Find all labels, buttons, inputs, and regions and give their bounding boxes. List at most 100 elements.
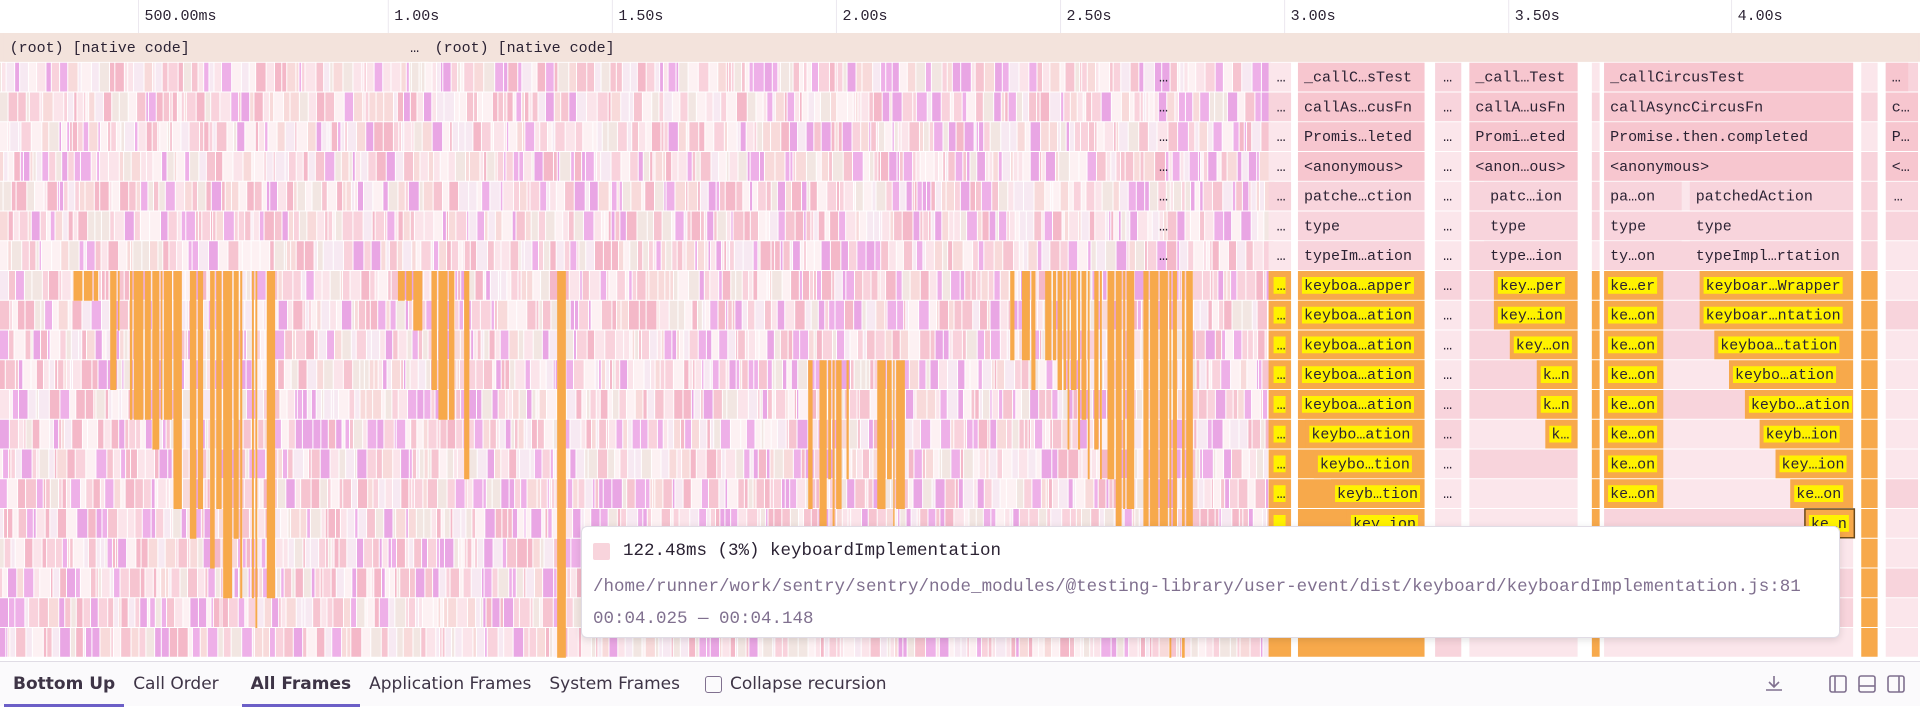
frame xyxy=(1191,628,1198,657)
frame xyxy=(485,628,487,657)
frame xyxy=(99,271,101,300)
filter-tab[interactable]: All Frames xyxy=(241,662,361,707)
frame xyxy=(1224,300,1232,330)
frame xyxy=(992,181,999,211)
frame xyxy=(1214,211,1224,241)
frame xyxy=(730,241,734,270)
frame xyxy=(102,509,108,538)
frame xyxy=(1121,92,1129,122)
frame xyxy=(675,479,683,508)
checkbox-label[interactable]: Collapse recursion xyxy=(729,674,887,694)
frame xyxy=(165,181,175,211)
layout-right-icon[interactable] xyxy=(1887,675,1905,693)
frame xyxy=(923,211,929,241)
frame xyxy=(283,92,290,122)
frame xyxy=(617,181,619,211)
frame xyxy=(988,419,990,449)
frame xyxy=(457,360,460,389)
filter-tab[interactable]: Application Frames xyxy=(369,673,532,694)
export-icon[interactable] xyxy=(1766,676,1782,691)
frame xyxy=(306,271,314,300)
frame xyxy=(753,241,758,270)
frame xyxy=(520,181,527,211)
frame xyxy=(1129,241,1135,270)
frame xyxy=(177,241,183,270)
frame xyxy=(324,62,330,92)
frame xyxy=(119,92,128,122)
frame xyxy=(976,122,979,151)
frame xyxy=(285,122,295,151)
layout-bottom-icon[interactable] xyxy=(1858,675,1876,693)
frame xyxy=(325,509,328,538)
frame xyxy=(1012,330,1019,360)
frame xyxy=(970,628,977,657)
frame xyxy=(677,330,680,360)
frame xyxy=(36,509,45,538)
frame xyxy=(710,271,719,300)
frame xyxy=(756,479,764,508)
frame xyxy=(913,241,916,270)
frame-label: ke…on xyxy=(1610,456,1655,473)
frame xyxy=(194,360,201,389)
frame xyxy=(218,628,223,657)
frame xyxy=(1861,509,1878,538)
checkbox[interactable] xyxy=(704,675,722,693)
frame xyxy=(597,152,601,181)
frame xyxy=(772,62,778,92)
frame xyxy=(51,62,60,92)
frame xyxy=(977,628,981,657)
frame xyxy=(914,449,922,479)
frame xyxy=(868,509,877,538)
frame xyxy=(680,330,684,360)
frame xyxy=(309,300,311,330)
frame xyxy=(758,181,766,211)
frame xyxy=(1079,152,1087,181)
layout-left-icon[interactable] xyxy=(1829,675,1847,693)
frame xyxy=(432,122,443,151)
frame xyxy=(396,419,406,449)
frame xyxy=(1023,241,1028,270)
frame xyxy=(570,419,581,449)
frame xyxy=(685,419,692,449)
frame xyxy=(1083,92,1086,122)
frame xyxy=(1197,419,1207,449)
frame xyxy=(574,360,584,389)
frame xyxy=(151,509,156,538)
frame xyxy=(324,360,333,389)
frame xyxy=(489,330,495,360)
frame xyxy=(814,122,821,151)
frame xyxy=(60,62,68,92)
frame xyxy=(1263,271,1266,300)
frame xyxy=(1263,449,1268,479)
frame xyxy=(437,92,444,122)
frame xyxy=(608,92,611,122)
frame xyxy=(249,62,256,92)
frame xyxy=(1240,360,1247,389)
label-highlight xyxy=(1748,396,1852,413)
frame xyxy=(1182,271,1185,658)
frame xyxy=(967,419,973,449)
view-tab[interactable]: Bottom Up xyxy=(4,662,125,707)
frame xyxy=(500,181,503,211)
filter-tab[interactable]: System Frames xyxy=(549,673,680,694)
frame xyxy=(948,122,956,151)
frame xyxy=(96,538,100,568)
frame xyxy=(1223,62,1233,92)
frame xyxy=(564,241,570,270)
frame xyxy=(246,330,254,360)
frame xyxy=(1062,211,1064,241)
frame xyxy=(1174,181,1182,211)
frame xyxy=(487,449,495,479)
frame xyxy=(655,360,660,389)
frame xyxy=(363,211,372,241)
frame xyxy=(335,152,341,181)
frame xyxy=(619,181,622,211)
frame xyxy=(601,300,612,330)
frame xyxy=(587,62,595,92)
view-tab[interactable]: Call Order xyxy=(133,673,219,694)
frame xyxy=(218,241,228,270)
frame xyxy=(1000,330,1007,360)
frame xyxy=(686,122,689,151)
frame xyxy=(495,330,500,360)
frame xyxy=(47,330,50,360)
